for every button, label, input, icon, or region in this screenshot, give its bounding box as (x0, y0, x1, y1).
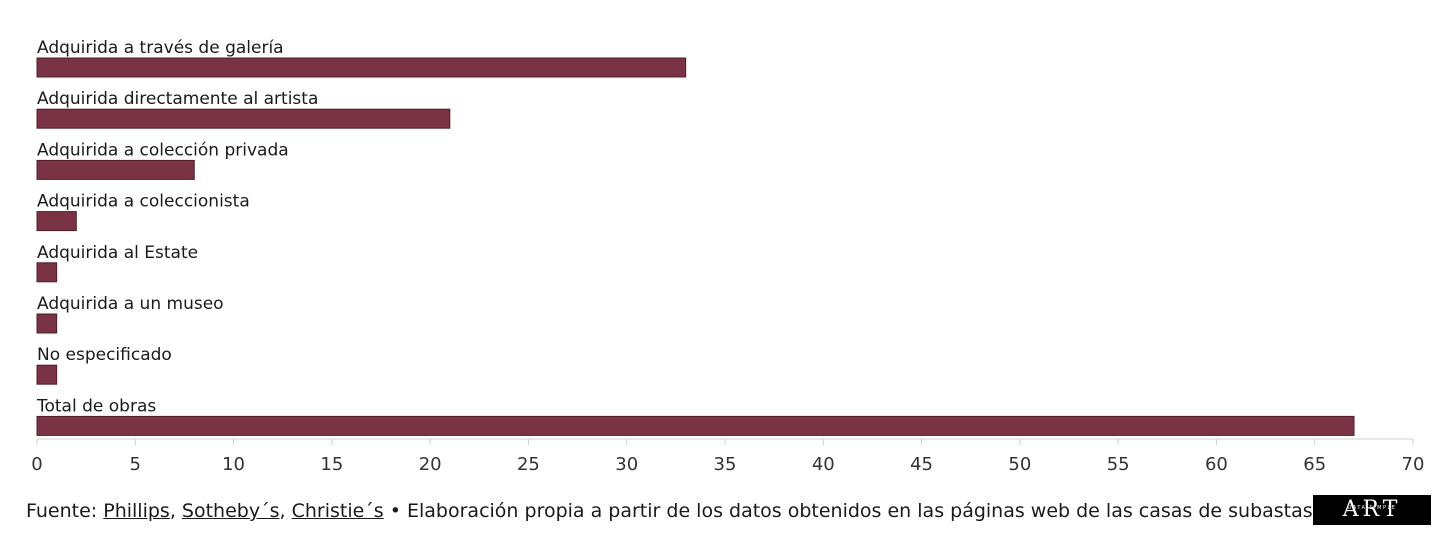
footer-separator: , (279, 500, 292, 522)
footer-separator: , (169, 500, 182, 522)
x-tick-label: 10 (222, 454, 245, 475)
logo-main-text: ART (1342, 497, 1402, 522)
category-label: Adquirida directamente al artista (37, 89, 318, 109)
source-link-sothebys[interactable]: Sotheby´s (181, 500, 280, 522)
category-label: Adquirida a un museo (37, 294, 224, 314)
category-label: Adquirida al Estate (37, 243, 198, 263)
x-tick-label: 55 (1107, 454, 1130, 475)
x-tick-label: 35 (714, 454, 737, 475)
bar (36, 211, 77, 232)
category-label: Adquirida a través de galería (37, 38, 284, 58)
footer-prefix: Fuente: (26, 500, 104, 522)
source-link-christies[interactable]: Christie´s (291, 500, 384, 522)
category-label: Adquirida a colección privada (37, 140, 289, 160)
category-label: Adquirida a coleccionista (37, 192, 250, 212)
x-tick-label: 40 (812, 454, 835, 475)
x-tick-label: 60 (1205, 454, 1228, 475)
bar (36, 364, 58, 385)
x-tick-label: 15 (320, 454, 343, 475)
x-tick-label: 5 (130, 454, 141, 475)
x-tick-label: 45 (910, 454, 933, 475)
x-tick-label: 20 (419, 454, 442, 475)
bar-chart: Adquirida a través de galería Adquirida d… (31, 38, 1425, 475)
x-tick-label: 50 (1008, 454, 1031, 475)
x-tick-label: 25 (517, 454, 540, 475)
bar (36, 313, 58, 334)
x-tick-label: 70 (1402, 454, 1425, 475)
bar (36, 57, 687, 78)
logo-sub-text: DATA SIMPLE (1348, 505, 1397, 511)
source-footer: Fuente: Phillips, Sotheby´s, Christie´s … (26, 500, 1319, 522)
bar (36, 415, 1355, 436)
source-link-phillips[interactable]: Phillips (103, 500, 170, 522)
bar (36, 159, 195, 180)
bar (36, 262, 58, 283)
x-tick-label: 30 (615, 454, 638, 475)
bar (36, 108, 451, 129)
footer-note: • Elaboración propia a partir de los dat… (383, 500, 1319, 522)
x-tick-label: 0 (31, 454, 42, 475)
category-label: No especificado (37, 345, 172, 365)
art-data-simple-logo: ART DATA SIMPLE (1313, 495, 1431, 525)
x-tick-label: 65 (1303, 454, 1326, 475)
category-label: Total de obras (36, 396, 156, 416)
